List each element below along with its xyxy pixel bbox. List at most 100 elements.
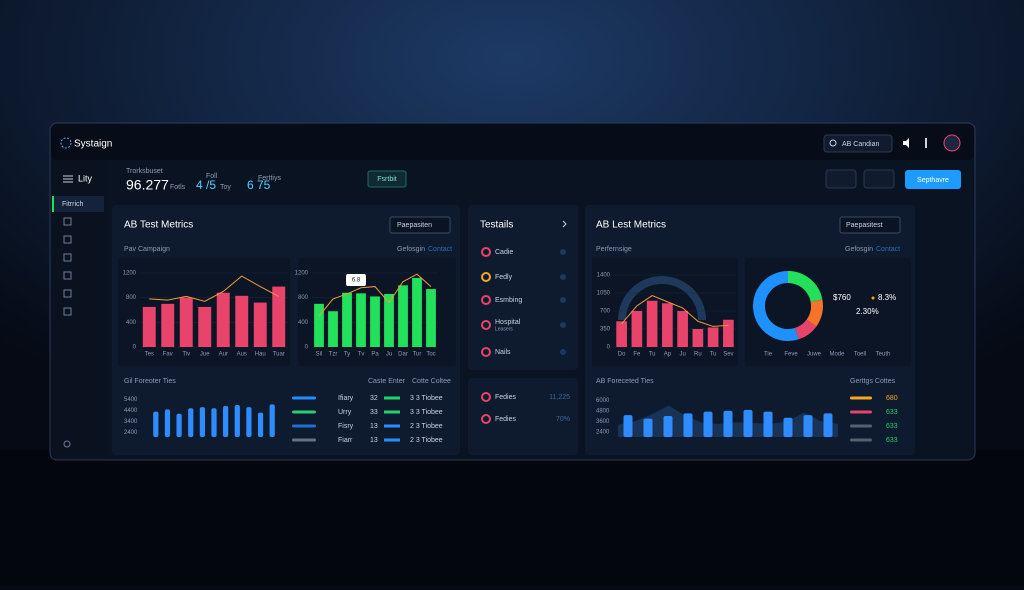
stat-label: Foll [206,173,218,180]
chart-box [745,258,911,366]
stat-label: Ferttiys [258,175,281,182]
item-action[interactable] [560,322,566,328]
bar [743,409,753,437]
bell-icon[interactable] [925,138,927,148]
top-bar [51,124,974,160]
icon-dropdown[interactable] [825,169,857,189]
y-tick-label: 400 [298,320,309,326]
item-icon [481,295,491,305]
total-icon [481,414,491,424]
icon-dropdown[interactable] [863,169,895,189]
bar [663,416,673,437]
y-tick-label: 0 [133,345,137,351]
legend-note: 3 3 Tiobee [410,395,443,402]
x-tick-label: Dar [398,352,408,358]
bar [623,415,633,437]
legend-name: Fisry [338,423,354,430]
bar [188,408,194,437]
forecast-title: Gil Foreoter Ties [124,378,176,385]
dropdown[interactable] [839,216,901,234]
total-value: 11,225 [549,394,570,401]
y-tick-label: 700 [600,309,611,315]
item-action[interactable] [560,349,566,355]
legend-value: 13 [370,423,378,430]
link[interactable]: Contact [428,246,452,253]
bar [398,285,408,347]
bar [723,410,733,437]
trend-line [318,273,432,317]
search-box[interactable] [823,134,893,153]
bar [223,406,229,437]
legend-dot [871,296,875,300]
legend-value: 633 [886,437,898,444]
item-label: Esmbing [495,297,522,304]
legend-swatch [850,396,872,400]
action-button[interactable] [905,170,961,189]
legend-swatch [292,438,316,442]
bar [235,295,249,347]
x-tick-label: Pa [371,352,379,358]
bar [643,418,653,437]
panel-subtitle: Pav Campaign [124,246,170,253]
total-value: 70% [556,416,570,423]
donut-label: 2.30% [856,307,879,316]
y-tick-label: 5400 [124,397,138,403]
bar [176,413,182,437]
item-action[interactable] [560,274,566,280]
y-tick-label: 1050 [597,291,611,297]
x-tick-label: Aur [219,352,228,358]
desk [0,450,1024,585]
details-panel [468,205,578,370]
tooltip-label: 6.8 [352,278,361,284]
bar [179,297,193,347]
donut-segment [787,271,823,303]
x-tick-label: Toell [854,352,866,358]
link[interactable]: Gefosgin [397,246,425,253]
bar [314,303,324,347]
x-tick-label: Ju [679,352,685,358]
item-action[interactable] [560,249,566,255]
y-tick-label: 1400 [597,273,611,279]
bar [703,411,713,437]
filter-button[interactable] [367,170,407,188]
y-tick-label: 0 [607,345,611,351]
panel-title: AB Test Metrics [124,220,193,231]
link[interactable]: Gefosgin [845,246,873,253]
legend-name: Urry [338,409,352,416]
area [618,405,838,437]
sound-icon[interactable] [903,138,909,148]
avatar[interactable] [943,134,961,152]
legend-name: Ifiary [338,395,354,402]
nav-active[interactable] [52,196,104,212]
bar [246,407,252,437]
bar [142,306,156,347]
summary-label: Trorksbuset [126,168,163,175]
nav-active-label: Fitrrich [62,201,83,208]
bar [723,319,734,347]
bar [257,412,264,437]
item-icon [481,347,491,357]
dropdown[interactable] [389,216,451,234]
legend-value: 33 [370,409,378,416]
item-label: Fedly [495,274,513,281]
y-tick-label: 2400 [124,430,138,436]
link[interactable]: Contact [876,246,900,253]
total-icon [481,392,491,402]
bar [616,321,627,347]
bar [662,303,673,347]
gauge-arc [618,276,706,321]
menu-icon[interactable] [63,175,73,183]
x-tick-label: Hau [255,352,266,358]
y-tick-label: 4400 [124,408,138,414]
legend-name: Fiarr [338,437,353,444]
total-label: Fedies [495,416,517,423]
bar [426,289,436,347]
nav-icons[interactable] [63,217,72,448]
chevron[interactable] [562,220,567,228]
trend-line [621,295,729,327]
trend-line [149,275,279,302]
bar [646,300,658,347]
item-action[interactable] [560,297,566,303]
item-icon [481,247,491,257]
